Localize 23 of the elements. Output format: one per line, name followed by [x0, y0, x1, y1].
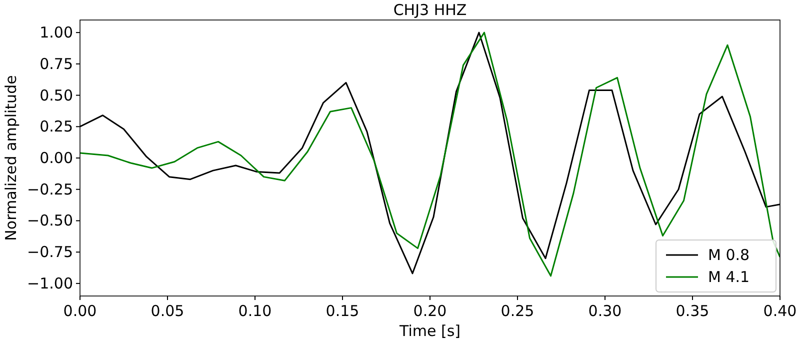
x-axis-title: Time [s] [398, 322, 460, 340]
x-tick-label: 0.20 [413, 302, 447, 320]
y-tick-label: 0.25 [40, 118, 73, 136]
y-tick-label: −0.25 [27, 180, 73, 198]
x-tick-label: 0.35 [676, 302, 710, 320]
legend-label: M 4.1 [708, 268, 750, 286]
y-axis-title: Normalized amplitude [2, 75, 20, 241]
y-tick-label: −1.00 [27, 274, 73, 292]
y-tick-label: 1.00 [40, 24, 73, 42]
y-tick-label: 0.00 [40, 149, 73, 167]
x-tick-label: 0.10 [238, 302, 272, 320]
y-tick-label: −0.75 [27, 243, 73, 262]
y-tick-label: −0.50 [27, 212, 73, 230]
y-tick-label: 0.50 [40, 86, 73, 104]
x-tick-label: 0.25 [500, 302, 534, 320]
x-tick-label: 0.40 [763, 302, 797, 320]
legend-label: M 0.8 [708, 246, 750, 264]
x-tick-label: 0.30 [588, 302, 622, 320]
x-tick-label: 0.05 [150, 302, 184, 320]
x-tick-label: 0.15 [326, 302, 360, 320]
chart-title: CHJ3 HHZ [393, 1, 467, 19]
y-tick-label: 0.75 [40, 54, 73, 73]
x-tick-label: 0.00 [63, 302, 97, 320]
